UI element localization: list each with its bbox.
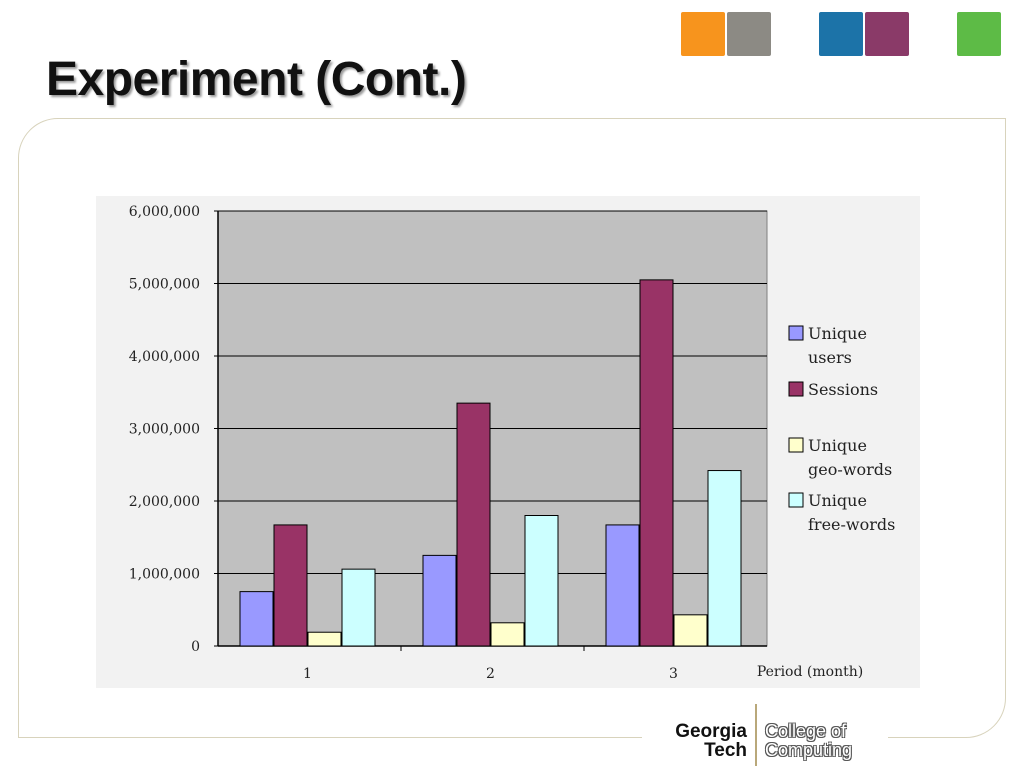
- legend-swatch-sessions: [788, 381, 804, 397]
- georgia-tech-logo: Georgia Tech College of Computing: [655, 704, 895, 766]
- legend-swatch-unique-geo-words: [788, 437, 804, 453]
- logo-line-georgia: Georgia: [675, 721, 747, 742]
- frame-gap: [642, 728, 888, 746]
- bar-unique-geo-words-1: [307, 631, 342, 647]
- bar-unique-free-words-3: [707, 470, 742, 647]
- legend-label-unique-free-words: free-words: [808, 515, 895, 534]
- bar-unique-geo-words-2: [490, 622, 525, 647]
- y-tick-label: 5,000,000: [129, 277, 200, 293]
- slide-title: Experiment (Cont.): [46, 53, 467, 106]
- legend-swatch-unique-users: [788, 325, 804, 341]
- y-tick-label: 6,000,000: [129, 204, 200, 220]
- bar-unique-free-words-1: [341, 568, 376, 647]
- legend-label-unique-free-words: Unique: [808, 491, 867, 510]
- bar-unique-users-1: [239, 591, 274, 647]
- y-tick-label: 2,000,000: [129, 494, 200, 510]
- campus-photo-tile: [727, 12, 771, 56]
- logo-line-computing: Computing: [765, 740, 853, 760]
- blue-tile: [819, 12, 863, 56]
- bar-sessions-3: [639, 279, 674, 647]
- legend-swatch-unique-free-words: [788, 492, 804, 508]
- orange-tile: [681, 12, 725, 56]
- x-axis-label: Period (month): [757, 664, 863, 680]
- logo-line-tech: Tech: [704, 740, 747, 761]
- x-tick-label: 1: [303, 666, 312, 682]
- logo-divider: [755, 704, 757, 766]
- legend-label-unique-users: Unique: [808, 324, 867, 343]
- logo-college: College of Computing: [765, 722, 852, 760]
- logo-university: Georgia Tech: [655, 722, 747, 760]
- legend-label-unique-geo-words: geo-words: [808, 460, 892, 479]
- bar-sessions-2: [456, 402, 491, 647]
- y-tick-label: 0: [191, 639, 200, 655]
- bar-unique-geo-words-3: [673, 614, 708, 647]
- y-tick-label: 1,000,000: [129, 567, 200, 583]
- x-tick-label: 3: [669, 666, 678, 682]
- green-tile: [957, 12, 1001, 56]
- legend-label-unique-users: users: [808, 348, 852, 367]
- bar-unique-free-words-2: [524, 515, 559, 647]
- bar-sessions-1: [273, 524, 308, 647]
- circuit-photo-tile: [865, 12, 909, 56]
- bar-unique-users-2: [422, 554, 457, 647]
- legend-label-unique-geo-words: Unique: [808, 436, 867, 455]
- y-tick-label: 4,000,000: [129, 349, 200, 365]
- x-tick-label: 2: [486, 666, 495, 682]
- bar-unique-users-3: [605, 524, 640, 647]
- legend-label-sessions: Sessions: [808, 380, 878, 399]
- logo-line-college-of: College of: [765, 721, 847, 741]
- y-tick-label: 3,000,000: [129, 422, 200, 438]
- content-frame: [18, 118, 1006, 738]
